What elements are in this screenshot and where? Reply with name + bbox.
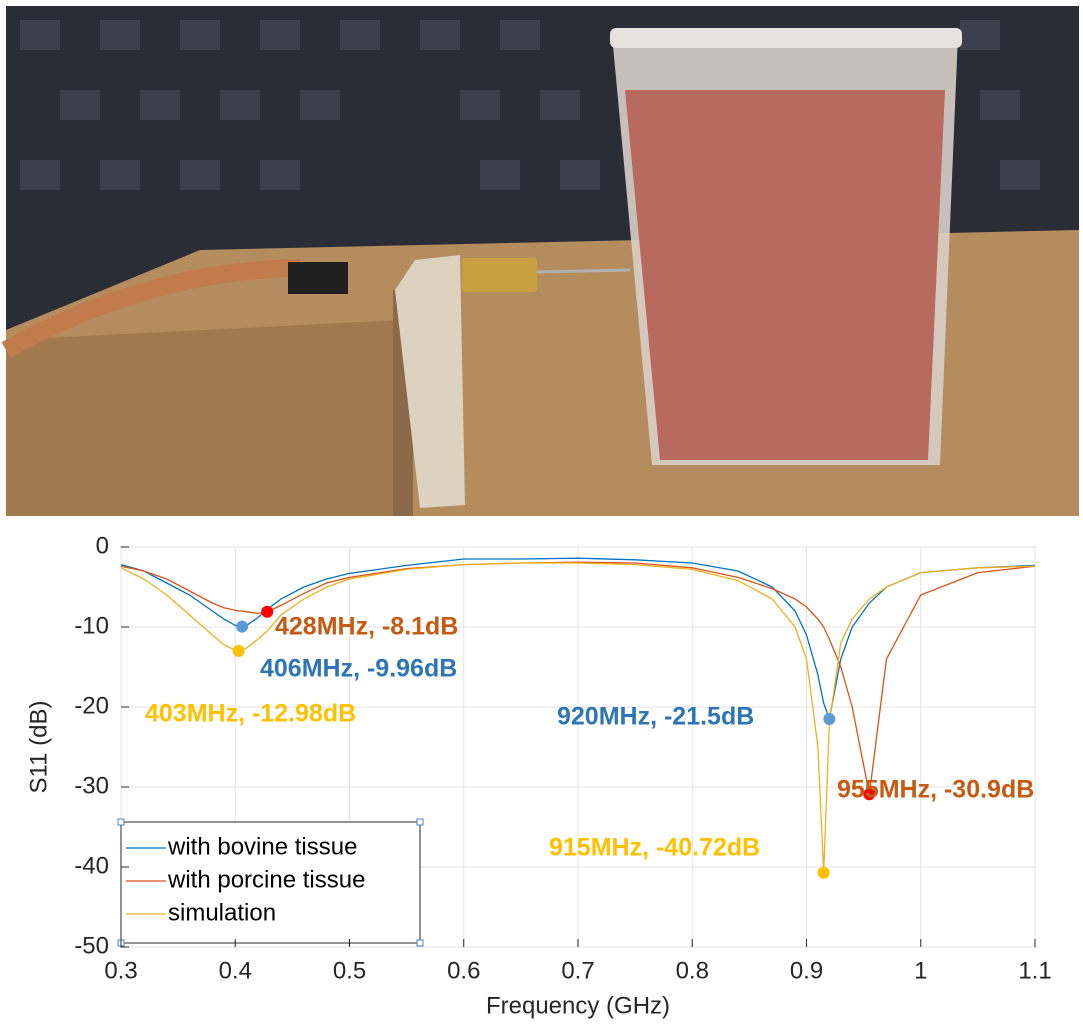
x-tick-label: 1 <box>914 957 927 984</box>
tissue <box>625 90 945 460</box>
wood-board <box>395 255 465 508</box>
legend-label: with porcine tissue <box>167 866 365 893</box>
series-line <box>120 557 1036 722</box>
annotation-marker <box>817 866 830 879</box>
annotation-label: 915MHz, -40.72dB <box>549 834 760 862</box>
cup-rim <box>610 28 962 48</box>
probe <box>536 268 631 274</box>
annotation-label: 920MHz, -21.5dB <box>557 703 754 731</box>
x-tick-label: 0.8 <box>676 957 709 984</box>
x-axis-label: Frequency (GHz) <box>486 992 670 1019</box>
foam-pattern <box>20 20 1040 190</box>
annotation-marker <box>232 644 245 657</box>
x-tick-label: 0.4 <box>219 957 252 984</box>
cable <box>1 259 301 358</box>
legend-box <box>120 821 421 944</box>
legend-label: with bovine tissue <box>167 833 357 860</box>
y-tick-label: -10 <box>74 612 109 639</box>
legend <box>117 818 424 947</box>
cable-sleeve <box>288 262 348 294</box>
x-tick-label: 0.3 <box>104 957 137 984</box>
annotation-label: 406MHz, -9.96dB <box>260 655 457 683</box>
x-tick-label: 0.9 <box>790 957 823 984</box>
y-tick-label: -40 <box>74 852 109 879</box>
x-tick-label: 1.1 <box>1018 957 1051 984</box>
annotation-marker <box>236 620 249 633</box>
y-axis-label: S11 (dB) <box>25 701 52 794</box>
annotation-marker <box>863 788 876 801</box>
y-tick-label: -50 <box>74 932 109 959</box>
connector <box>462 258 537 292</box>
annotation-label: 428MHz, -8.1dB <box>275 613 458 641</box>
x-tick-label: 0.5 <box>333 957 366 984</box>
annotation-label: 955MHz, -30.9dB <box>837 776 1034 804</box>
x-tick-label: 0.6 <box>447 957 480 984</box>
y-tick-label: -20 <box>74 692 109 719</box>
annotation-marker <box>261 605 274 618</box>
y-tick-label: -30 <box>74 772 109 799</box>
annotation-marker <box>823 713 836 725</box>
legend-label: simulation <box>168 899 276 926</box>
x-tick-label: 0.7 <box>561 957 594 984</box>
photo <box>1 6 1079 516</box>
annotation-label: 403MHz, -12.98dB <box>145 700 356 728</box>
y-tick-label: 0 <box>96 532 109 559</box>
wood-base <box>6 320 410 516</box>
